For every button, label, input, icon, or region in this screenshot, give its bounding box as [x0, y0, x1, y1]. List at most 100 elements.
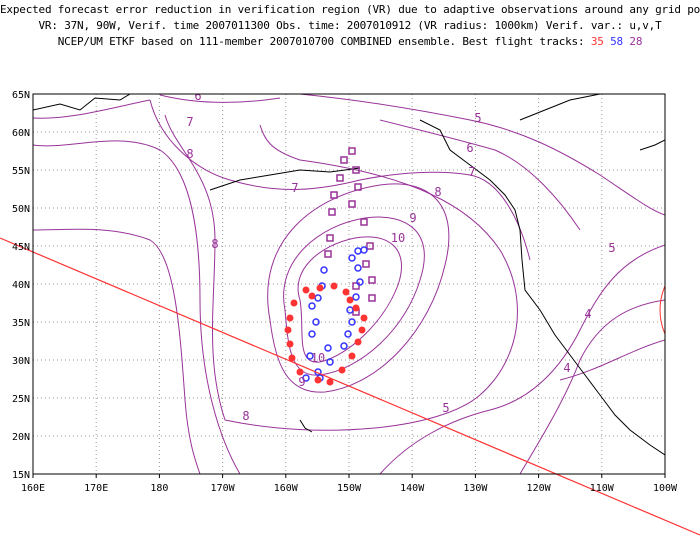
- longitude-labels: 160E 170E 180 170W 160W 150W 140W 130W 120W 110W 1…: [21, 474, 678, 494]
- track-35-marker: [290, 299, 298, 307]
- contour-value-label: 7: [291, 181, 298, 195]
- lon-label: 100W: [653, 483, 678, 494]
- verification-region-circle: [659, 284, 665, 336]
- lat-label: 60N: [12, 128, 30, 139]
- track-35-marker: [354, 338, 362, 346]
- contour-8-outer: [164, 114, 518, 431]
- track-58-marker: [354, 264, 362, 272]
- track-35-marker: [296, 368, 304, 376]
- track-35-marker: [358, 326, 366, 334]
- track-35-marker: [342, 288, 350, 296]
- track-58-marker: [306, 352, 314, 360]
- track-58-marker: [348, 318, 356, 326]
- contour-value-label: 8: [434, 185, 441, 199]
- track-35-marker: [348, 352, 356, 360]
- contour-9: [283, 216, 425, 376]
- contour-5-north: [299, 94, 665, 216]
- lon-label: 160E: [21, 483, 45, 494]
- lat-label: 35N: [12, 318, 30, 329]
- contour-value-label: 4: [584, 307, 591, 321]
- track-35-marker: [286, 340, 294, 348]
- track-28-marker: [366, 242, 374, 250]
- contour-value-label: 8: [242, 409, 249, 423]
- contour-5-south: [379, 244, 665, 474]
- track-58-marker: [354, 247, 362, 255]
- track-28-marker: [352, 282, 360, 290]
- track-35-marker: [338, 366, 346, 374]
- contour-value-label: 8: [186, 147, 193, 161]
- lon-label: 170W: [211, 483, 236, 494]
- contour-value-label: 10: [391, 231, 405, 245]
- contour-value-label: 10: [311, 351, 325, 365]
- lon-label: 150W: [337, 483, 362, 494]
- track-35-marker: [284, 326, 292, 334]
- contour-value-label: 9: [409, 211, 416, 225]
- lat-label: 50N: [12, 204, 30, 215]
- contour-4: [519, 299, 665, 474]
- contour-value-label: 4: [563, 361, 570, 375]
- track-28-marker: [328, 208, 336, 216]
- lat-label: 30N: [12, 356, 30, 367]
- track-28-marker: [368, 294, 376, 302]
- contour-value-label: 5: [608, 241, 615, 255]
- error-reduction-contours: [33, 94, 665, 474]
- track-28-marker: [330, 191, 338, 199]
- track-28-marker: [324, 250, 332, 258]
- contour-value-label: 7: [468, 165, 475, 179]
- contour-value-label: 9: [298, 375, 305, 389]
- track-58-marker: [324, 344, 332, 352]
- track-35-marker: [352, 304, 360, 312]
- track-35-marker: [316, 284, 324, 292]
- title-line-3: NCEP/UM ETKF based on 111-member 2007010…: [0, 35, 700, 48]
- lon-label: 120W: [527, 483, 552, 494]
- contour-7: [149, 99, 531, 261]
- title-line-3-text: NCEP/UM ETKF based on 111-member 2007010…: [57, 35, 591, 48]
- lat-label: 40N: [12, 280, 30, 291]
- contour-7-b: [33, 99, 151, 119]
- track-28-marker: [336, 174, 344, 182]
- contour-west-1: [33, 140, 241, 474]
- title-line-1: Expected forecast error reduction in ver…: [0, 3, 700, 16]
- lon-label: 160W: [274, 483, 299, 494]
- contour-west-2: [33, 228, 201, 474]
- track-28-marker: [354, 183, 362, 191]
- track-35-marker: [286, 314, 294, 322]
- lat-label: 55N: [12, 166, 30, 177]
- track-28-marker: [348, 200, 356, 208]
- lon-label: 180: [150, 483, 168, 494]
- track-28-marker: [326, 234, 334, 242]
- track-58-marker: [344, 330, 352, 338]
- track-58-marker: [348, 254, 356, 262]
- contour-value-label: 6: [194, 89, 201, 103]
- contour-value-label: 5: [474, 111, 481, 125]
- track-35-marker: [346, 296, 354, 304]
- lat-label: 45N: [12, 242, 30, 253]
- track-35-marker: [326, 378, 334, 386]
- lon-label: 110W: [590, 483, 615, 494]
- track-58-marker: [308, 330, 316, 338]
- track-58-marker: [356, 278, 364, 286]
- track-28-marker: [340, 156, 348, 164]
- track-28-marker: [352, 166, 360, 174]
- track-58-marker: [360, 246, 368, 254]
- lon-label: 170E: [84, 483, 108, 494]
- lon-label: 130W: [463, 483, 488, 494]
- track-28-marker: [362, 260, 370, 268]
- track-58-marker: [308, 302, 316, 310]
- track-58-marker: [314, 294, 322, 302]
- contour-value-label: 5: [442, 401, 449, 415]
- track-35-label: 35: [590, 35, 604, 48]
- flight-tracks: [284, 147, 376, 386]
- track-35-marker: [288, 354, 296, 362]
- great-circle-path: [0, 237, 700, 536]
- coastlines: [33, 94, 665, 456]
- track-28-marker: [368, 276, 376, 284]
- track-28-label: 28: [629, 35, 643, 48]
- track-35-marker: [314, 376, 322, 384]
- contour-value-label: 7: [186, 115, 193, 129]
- track-58-marker: [326, 358, 334, 366]
- track-28-marker: [348, 147, 356, 155]
- contour-value-label: 6: [466, 141, 473, 155]
